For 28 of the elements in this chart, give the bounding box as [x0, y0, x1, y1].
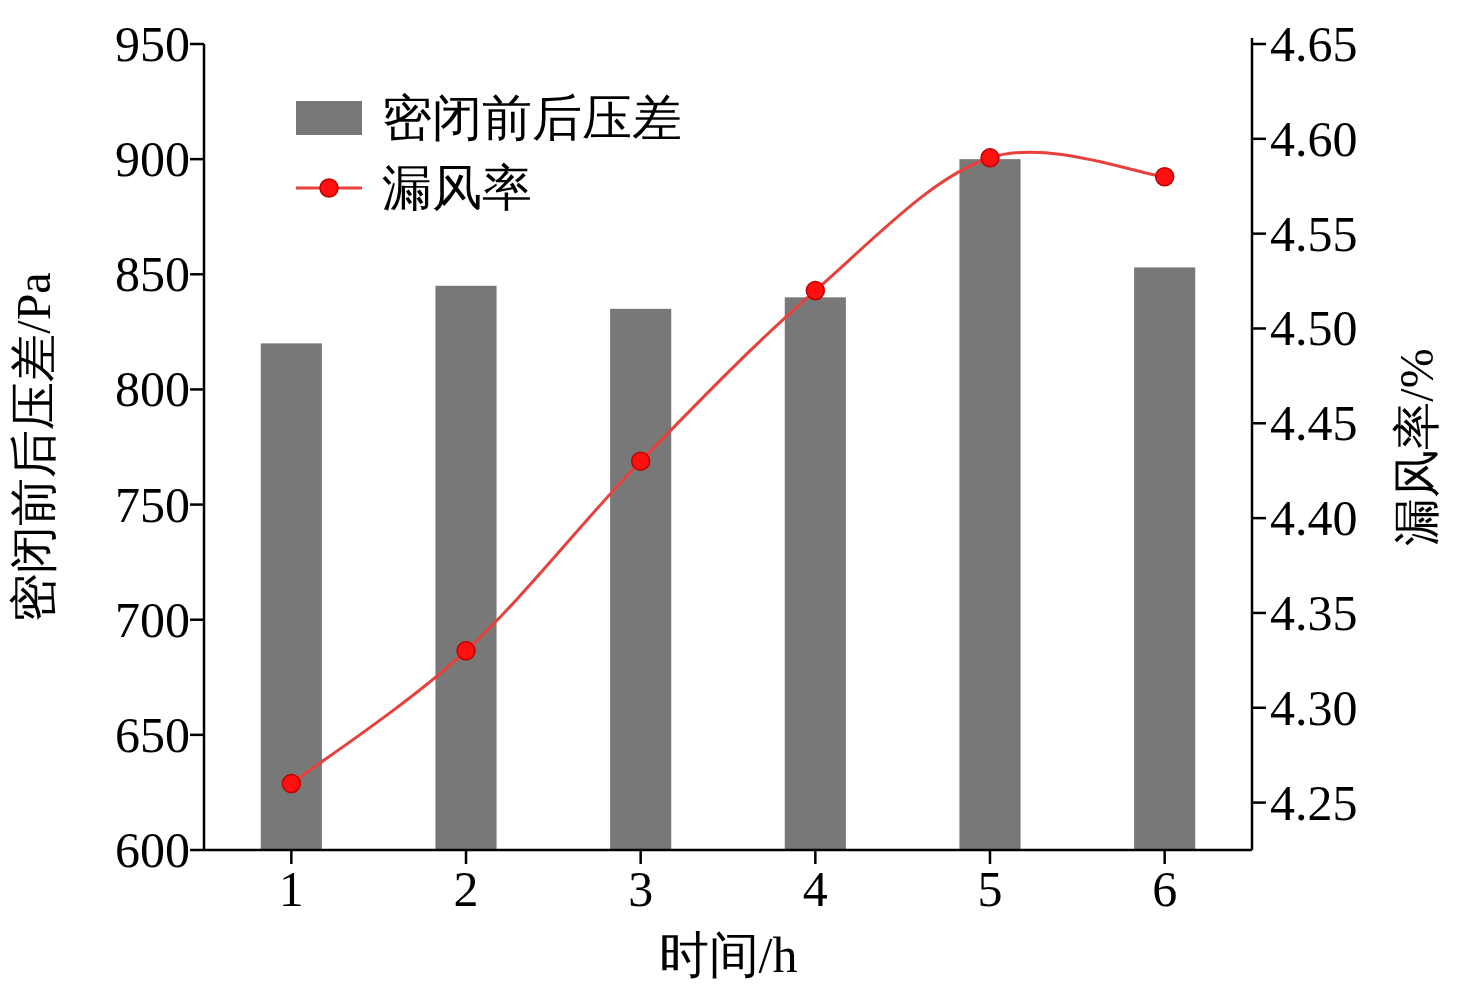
y2-tick-label: 4.50 [1270, 300, 1358, 357]
x-tick-label: 3 [628, 861, 654, 917]
y2-axis-title: 漏风率/% [1390, 348, 1443, 546]
y2-tick-label: 4.30 [1270, 679, 1358, 736]
y2-tick-label: 4.55 [1270, 205, 1358, 262]
y2-tick-label: 4.40 [1270, 490, 1358, 547]
legend-label: 密闭前后压差 [382, 90, 682, 146]
x-tick-label: 4 [802, 861, 828, 917]
y2-tick-label: 4.25 [1270, 774, 1358, 831]
y-tick-label: 850 [115, 246, 190, 303]
y-tick-label: 600 [115, 822, 190, 878]
y-axis-title: 密闭前后压差/Pa [7, 272, 60, 622]
x-tick-label: 1 [278, 861, 304, 917]
y-tick-label: 750 [115, 476, 190, 533]
x-tick-label: 6 [1152, 861, 1178, 917]
y-tick-label: 700 [115, 591, 190, 648]
y2-tick-label: 4.60 [1270, 110, 1358, 167]
legend-label: 漏风率 [382, 160, 532, 216]
y-tick-label: 650 [115, 706, 190, 763]
y2-tick-label: 4.35 [1270, 584, 1358, 641]
y2-tick-label: 4.65 [1270, 16, 1358, 72]
y-tick-label: 950 [115, 16, 190, 72]
y-tick-label: 900 [115, 131, 190, 188]
x-tick-label: 5 [977, 861, 1003, 917]
y-tick-label: 800 [115, 361, 190, 418]
x-tick-label: 2 [453, 861, 479, 917]
x-axis-title: 时间/h [658, 927, 798, 983]
y2-tick-label: 4.45 [1270, 395, 1358, 452]
